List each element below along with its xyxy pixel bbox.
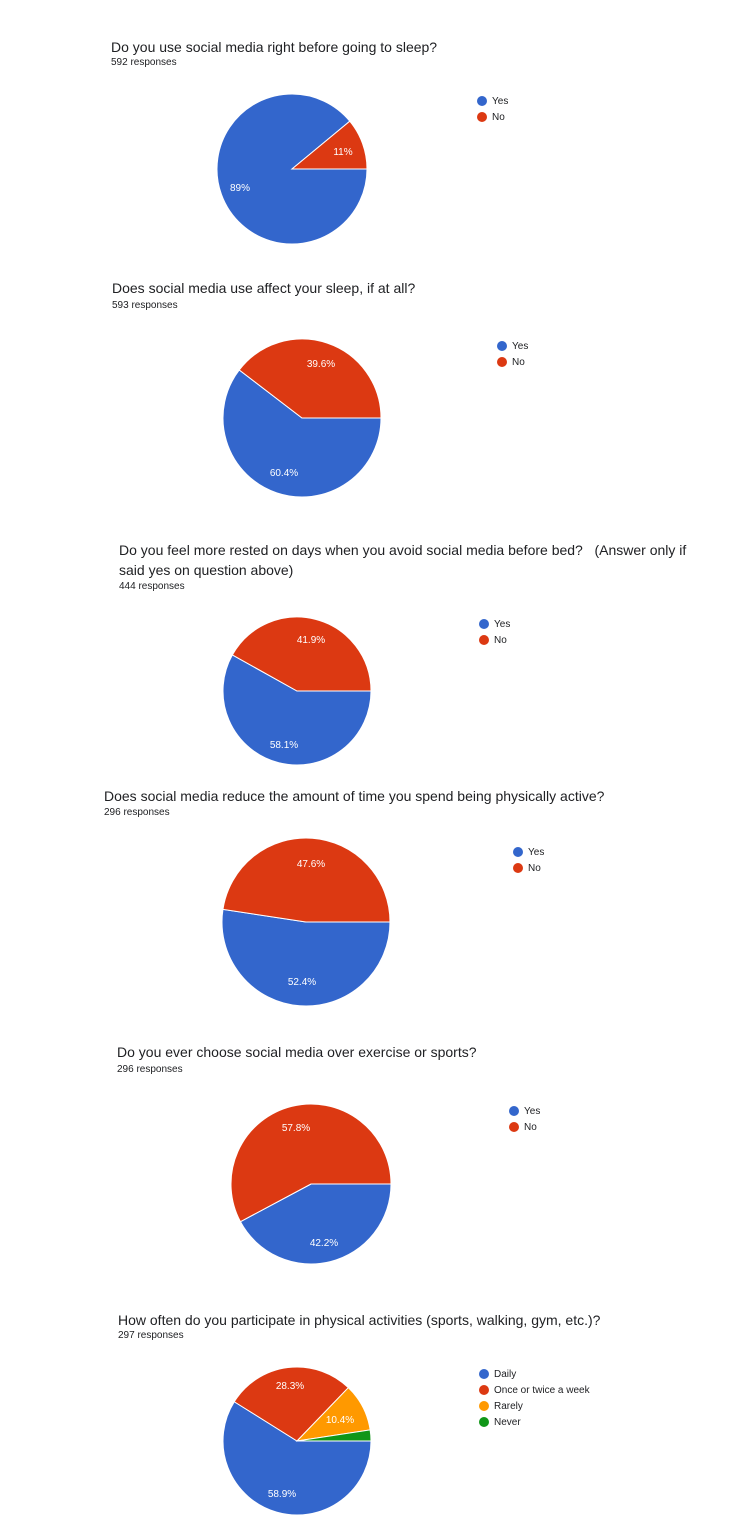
slice-label-no: 47.6% (297, 859, 325, 870)
slice-label-once-or-twice-a-week: 28.3% (276, 1381, 304, 1392)
legend-label: Yes (512, 340, 529, 352)
legend-item-rarely: Rarely (479, 1398, 590, 1414)
pie-slice-no (238, 338, 382, 419)
pie-chart: 42.2% 57.8% (230, 1103, 392, 1265)
response-count: 297 responses (118, 1330, 184, 1341)
chart-legend: Yes No (497, 338, 528, 370)
chart-title: Do you feel more rested on days when you… (119, 542, 691, 578)
response-count: 592 responses (111, 57, 177, 68)
slice-label-yes: 52.4% (288, 977, 316, 988)
slice-label-yes: 58.1% (270, 740, 298, 751)
chart-title: How often do you participate in physical… (118, 1312, 601, 1328)
legend-dot-icon (479, 1385, 489, 1395)
pie-slice-yes (222, 369, 382, 498)
pie-slice-no (290, 120, 368, 170)
legend-label: Never (494, 1416, 521, 1428)
legend-item-no: No (513, 860, 544, 876)
slice-label-no: 57.8% (282, 1123, 310, 1134)
legend-item-yes: Yes (479, 616, 510, 632)
legend-label: Once or twice a week (494, 1384, 590, 1396)
legend-dot-icon (497, 357, 507, 367)
legend-item-never: Never (479, 1414, 590, 1430)
chart-legend: Yes No (513, 844, 544, 876)
chart-title: Does social media reduce the amount of t… (104, 788, 605, 804)
legend-dot-icon (479, 1417, 489, 1427)
legend-dot-icon (513, 863, 523, 873)
legend-dot-icon (509, 1106, 519, 1116)
legend-item-yes: Yes (509, 1103, 540, 1119)
legend-label: Yes (492, 95, 509, 107)
pie-chart: 58.9% 28.3% 10.4% (222, 1366, 372, 1516)
legend-dot-icon (509, 1122, 519, 1132)
pie-slice-once-or-twice-a-week (233, 1366, 350, 1442)
slice-label-no: 39.6% (307, 359, 335, 370)
legend-item-yes: Yes (497, 338, 528, 354)
legend-label: No (494, 634, 507, 646)
legend-label: No (528, 862, 541, 874)
legend-label: Yes (494, 618, 511, 630)
legend-item-daily: Daily (479, 1366, 590, 1382)
legend-dot-icon (513, 847, 523, 857)
legend-label: Rarely (494, 1400, 523, 1412)
legend-label: No (492, 111, 505, 123)
legend-dot-icon (479, 1369, 489, 1379)
pie-chart: 60.4% 39.6% (222, 338, 382, 498)
legend-label: No (524, 1121, 537, 1133)
legend-item-yes: Yes (477, 93, 508, 109)
legend-item-no: No (497, 354, 528, 370)
slice-label-no: 41.9% (297, 635, 325, 646)
legend-item-no: No (509, 1119, 540, 1135)
chart-legend: Yes No (479, 616, 510, 648)
pie-slice-no (230, 1103, 392, 1223)
slice-label-daily: 58.9% (268, 1489, 296, 1500)
slice-label-rarely: 10.4% (326, 1415, 354, 1426)
slice-label-yes: 89% (230, 183, 250, 194)
chart-legend: Yes No (509, 1103, 540, 1135)
pie-slice-yes (222, 654, 372, 766)
response-count: 296 responses (117, 1064, 183, 1075)
legend-dot-icon (479, 635, 489, 645)
pie-chart: 89% 11% (216, 93, 368, 245)
chart-title: Do you use social media right before goi… (111, 39, 438, 55)
pie-slice-yes (239, 1183, 392, 1265)
pie-slice-yes (221, 908, 391, 1007)
chart-legend: Yes No (477, 93, 508, 125)
pie-slice-no (222, 837, 391, 923)
slice-label-yes: 60.4% (270, 468, 298, 479)
slice-label-no: 11% (333, 147, 352, 158)
chart-title: Do you ever choose social media over exe… (117, 1044, 477, 1060)
chart-title: Does social media use affect your sleep,… (112, 280, 416, 296)
legend-item-once-or-twice-a-week: Once or twice a week (479, 1382, 590, 1398)
pie-slice-no (231, 616, 372, 692)
response-count: 444 responses (119, 581, 185, 592)
legend-dot-icon (497, 341, 507, 351)
pie-slice-daily (222, 1401, 372, 1516)
legend-item-no: No (479, 632, 510, 648)
legend-label: Daily (494, 1368, 517, 1380)
slice-label-yes: 42.2% (310, 1238, 338, 1249)
legend-label: Yes (524, 1105, 541, 1117)
legend-dot-icon (477, 112, 487, 122)
legend-dot-icon (479, 1401, 489, 1411)
response-count: 593 responses (112, 300, 178, 311)
pie-chart: 52.4% 47.6% (221, 837, 391, 1007)
pie-slice-never (296, 1429, 372, 1442)
legend-dot-icon (477, 96, 487, 106)
legend-dot-icon (479, 619, 489, 629)
response-count: 296 responses (104, 807, 170, 818)
legend-label: Yes (528, 846, 545, 858)
chart-legend: Daily Once or twice a week Rarely Never (479, 1366, 590, 1430)
legend-label: No (512, 356, 525, 368)
legend-item-yes: Yes (513, 844, 544, 860)
legend-item-no: No (477, 109, 508, 125)
pie-chart: 58.1% 41.9% (222, 616, 372, 766)
